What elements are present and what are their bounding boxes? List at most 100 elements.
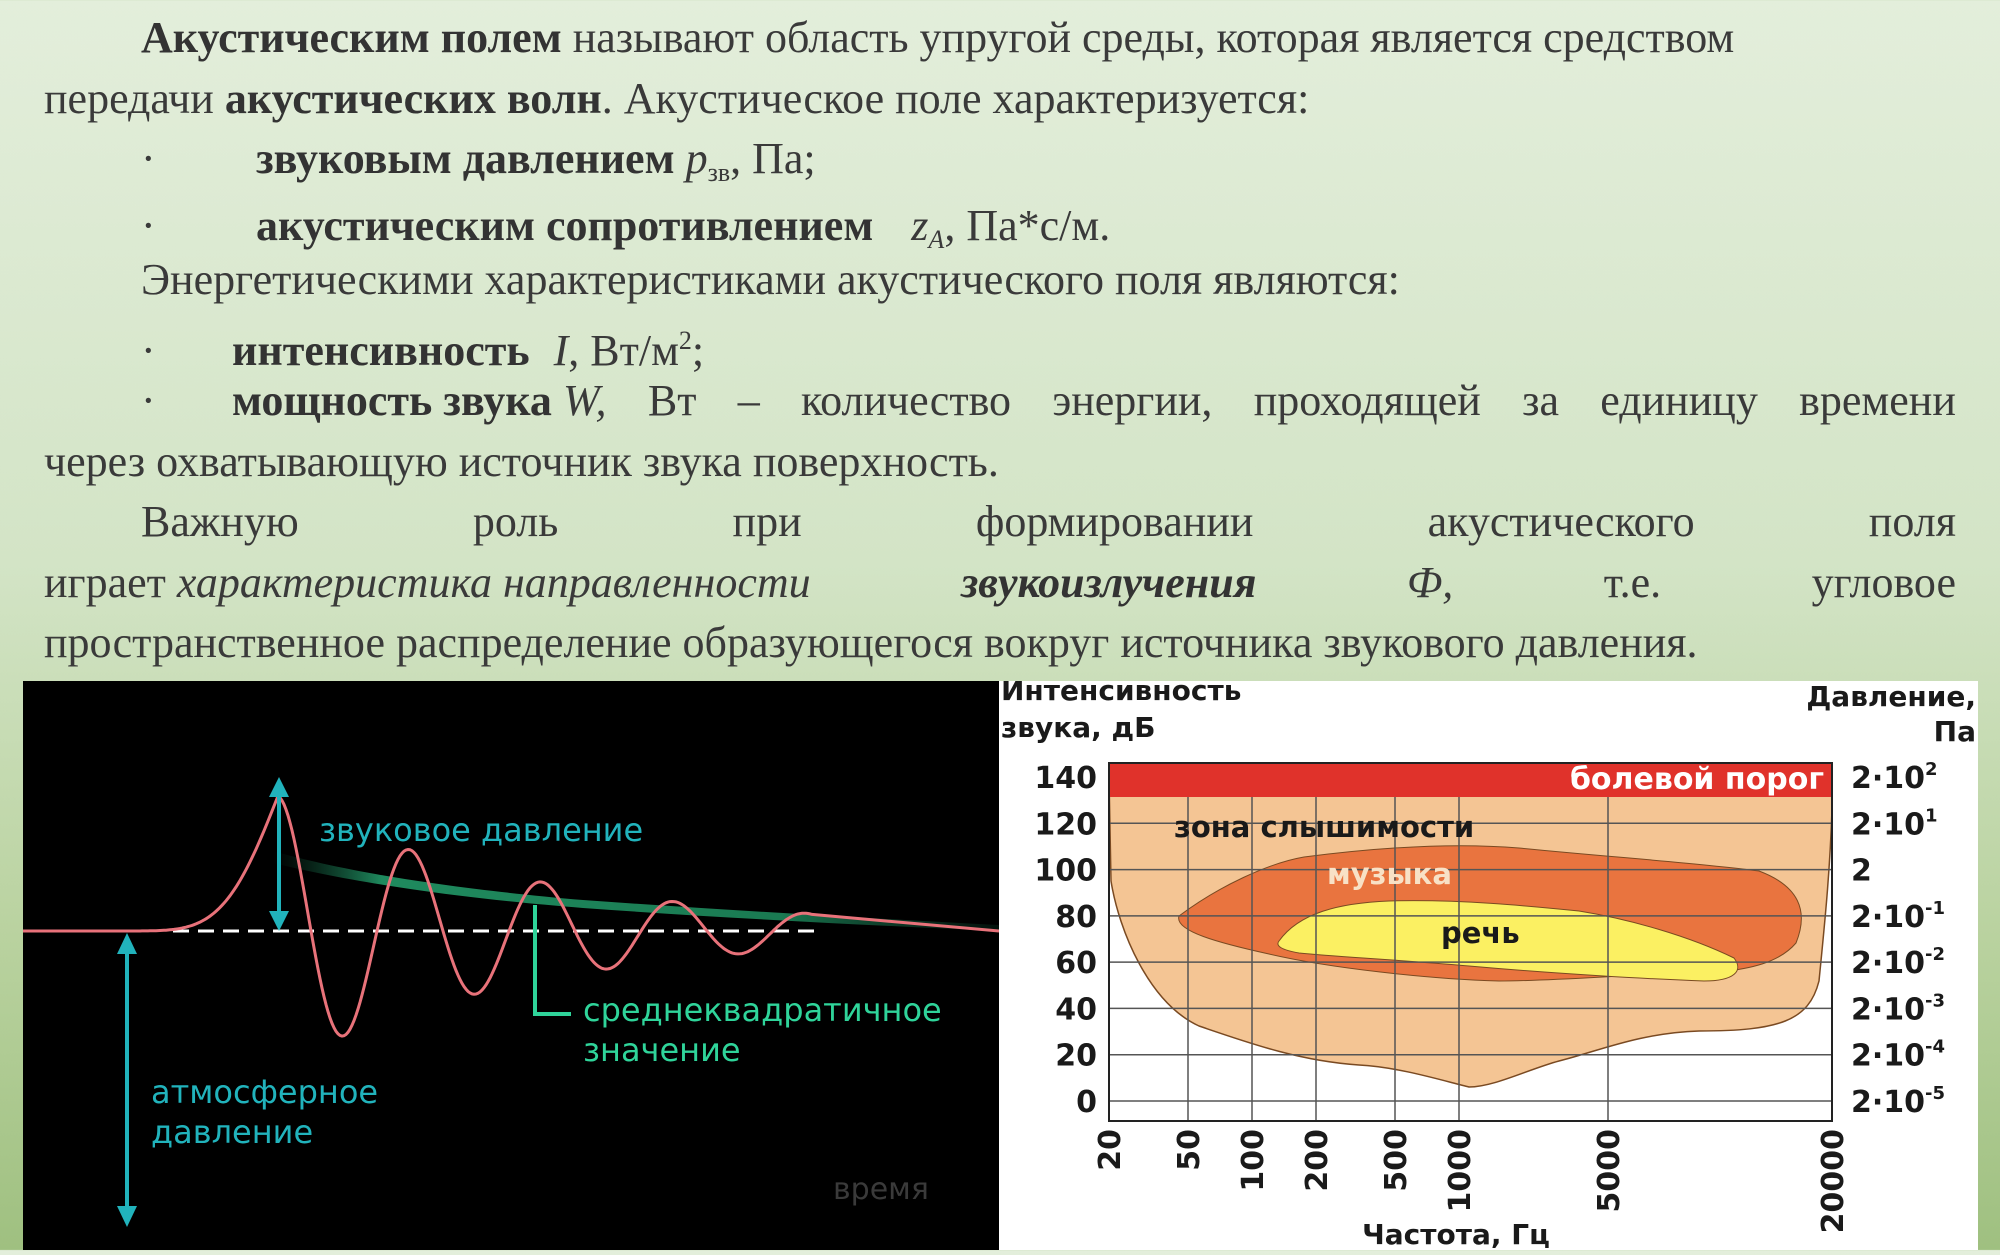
y-right-tick-label: 2·10-1 [1851, 898, 1945, 935]
paragraph-line-1: Акустическим полем называют область упру… [44, 8, 1956, 69]
paragraph-energy: Энергетическими характеристиками акустич… [44, 250, 1956, 311]
word: единицу [1600, 376, 1758, 425]
text-span: . Акустическое поле характеризуется: [601, 73, 1310, 123]
ylabel-left-2: звука, дБ [1001, 711, 1155, 744]
x-tick-label: 50 [1172, 1129, 1207, 1171]
paragraph-line-10: Важную роль при формировании акустическо… [44, 492, 1956, 553]
pressure-wave [23, 793, 1000, 1038]
term-directivity: характеристика направленности [176, 557, 811, 607]
y-right-tick-label: 2·10-5 [1851, 1083, 1945, 1120]
bullet-icon: · [141, 376, 156, 425]
term-acoustic-waves: акустических волн [224, 73, 602, 123]
word: поля [1868, 497, 1956, 546]
text-body: Акустическим полем называют область упру… [44, 8, 1956, 674]
paragraph-line-11: играет характеристика направленности зву… [44, 553, 1956, 614]
bullet-sound-pressure: · звуковым давлением pзв, Па; [44, 129, 1956, 190]
term-sound-power: мощность звука [232, 376, 552, 425]
word: при [732, 497, 802, 546]
sub-a: A [928, 224, 945, 254]
sup-2: 2 [678, 325, 692, 355]
bullet-acoustic-impedance: · акустическим сопротивлением zA, Па*с/м. [44, 190, 1956, 254]
y-axis-right: 2·102 2·101 2 2·10-1 2·10-2 2·10-3 2·10-4 2·10-… [1851, 759, 1945, 1120]
var-z: z [911, 200, 929, 250]
unit-pa-s-m: , Па*с/м. [944, 200, 1111, 250]
x-tick-label: 20 [1093, 1129, 1128, 1171]
y-tick-label: 120 [1034, 807, 1097, 842]
word: энергии, [1052, 376, 1213, 425]
region-label-audibility: зона слышимости [1174, 810, 1474, 844]
unit-pa: , Па; [730, 134, 816, 183]
paragraph-line-9: через охватывающую источник звука поверх… [44, 432, 1956, 493]
sound-pressure-arrow [269, 777, 289, 931]
term-acoustic-field: Акустическим полем [141, 13, 562, 62]
y-tick-label: 80 [1055, 900, 1097, 935]
y-right-tick-label: 2·101 [1851, 805, 1938, 842]
rms-leader [533, 905, 571, 1016]
region-label-speech: речь [1441, 916, 1520, 950]
sub-zv: зв [707, 158, 731, 187]
ylabel-right-1: Давление, [1806, 681, 1976, 713]
word: количество [800, 376, 1012, 425]
term-intensity: интенсивность [232, 325, 530, 375]
y-tick-label: 100 [1034, 854, 1097, 889]
var-i: I [553, 325, 569, 375]
region-speech [1277, 900, 1739, 982]
region-label-pain: болевой порог [1570, 762, 1824, 797]
var-phi: Ф, [1406, 557, 1454, 607]
term-sound-radiation: звукоизлучения [961, 557, 1257, 607]
word: Вт [647, 376, 697, 425]
x-tick-label: 500 [1379, 1129, 1414, 1192]
atmospheric-pressure-arrow [117, 933, 137, 1227]
word: угловое [1811, 557, 1956, 607]
audibility-svg: Интенсивность звука, дБ Давление, Па бол… [1001, 674, 1976, 1251]
word: проходящей [1253, 376, 1481, 425]
word: за [1522, 376, 1560, 425]
label-rms-2: значение [583, 1031, 741, 1069]
var-w: W, [562, 376, 607, 425]
xlabel: Частота, Гц [1362, 1218, 1550, 1250]
word: времени [1799, 376, 1956, 425]
paragraph-line-12: пространственное распределение образующе… [44, 613, 1956, 674]
x-tick-label: 100 [1236, 1129, 1271, 1192]
word: – [737, 376, 760, 425]
y-tick-label: 140 [1034, 761, 1097, 796]
word: акустического [1427, 497, 1695, 546]
label-atm-2: давление [151, 1113, 313, 1151]
label-rms-1: среднеквадратичное [583, 991, 942, 1029]
bullet-icon: · [141, 134, 156, 183]
y-right-tick-label: 2·10-4 [1851, 1037, 1945, 1074]
text-span: Энергетическими характеристиками акустич… [141, 255, 1400, 304]
text-span: передачи [44, 73, 225, 123]
paragraph-line-2: передачи акустических волн. Акустическое… [44, 69, 1956, 130]
x-axis: 20 50 100 200 500 1000 5000 20000 [1093, 1129, 1851, 1233]
audibility-chart: Интенсивность звука, дБ Давление, Па бол… [999, 674, 1978, 1251]
y-tick-label: 40 [1055, 992, 1097, 1027]
y-tick-label: 20 [1055, 1039, 1097, 1074]
y-right-tick-label: 2·10-3 [1851, 990, 1945, 1027]
text-span: ; [691, 325, 705, 375]
x-tick-label: 5000 [1592, 1129, 1627, 1213]
y-tick-label: 0 [1076, 1085, 1097, 1120]
rms-envelope [273, 851, 999, 931]
plot-frame [1108, 762, 1833, 1122]
text-span: через охватывающую источник звука поверх… [44, 436, 999, 486]
term-sound-pressure: звуковым давлением [256, 134, 675, 183]
label-sound-pressure: звуковое давление [319, 811, 643, 849]
y-right-tick-label: 2 [1851, 854, 1872, 889]
bullet-icon: · [141, 325, 156, 375]
word: т.е. [1603, 557, 1662, 607]
word: роль [472, 497, 559, 546]
label-atm-1: атмосферное [151, 1073, 378, 1111]
region-pain-threshold [1109, 763, 1832, 797]
y-tick-label: 60 [1055, 946, 1097, 981]
text-span: пространственное распределение образующе… [44, 618, 1698, 667]
bullet-icon: · [141, 200, 156, 250]
x-tick-label: 20000 [1816, 1129, 1851, 1233]
ylabel-right-2: Па [1934, 715, 1976, 748]
y-axis-left: 140 120 100 80 60 40 20 0 [1034, 761, 1097, 1120]
x-tick-label: 200 [1300, 1129, 1335, 1192]
ylabel-left-1: Интенсивность [1001, 681, 1241, 707]
y-right-tick-label: 2·10-2 [1851, 944, 1945, 981]
word: формировании [975, 497, 1254, 546]
var-p: p [685, 134, 708, 183]
